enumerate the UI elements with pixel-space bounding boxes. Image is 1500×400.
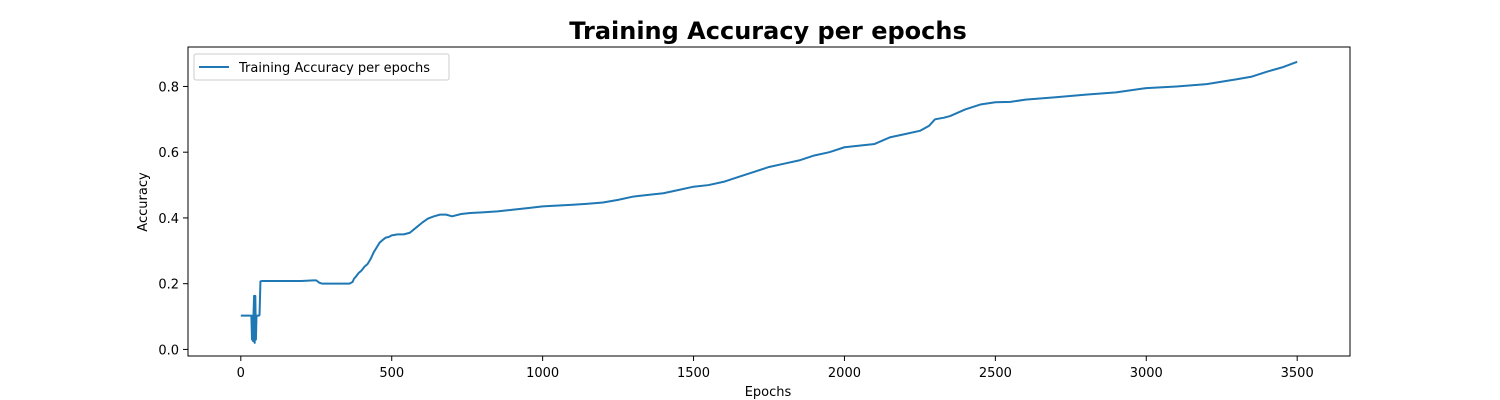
x-tick-label: 1500 <box>677 366 710 381</box>
x-tick-label: 2000 <box>828 366 861 381</box>
legend-box <box>193 53 450 81</box>
series-line-0 <box>240 60 1298 344</box>
y-tick-label: 0.4 <box>158 212 179 227</box>
x-axis: 0 500 1000 1500 2000 2500 3000 3500 <box>237 356 1314 381</box>
x-tick-label: 1000 <box>526 366 559 381</box>
x-tick-label: 500 <box>379 366 404 381</box>
x-tick-label: 3000 <box>1130 366 1163 381</box>
plot-area <box>240 60 1298 344</box>
legend-label: Training Accuracy per epochs <box>238 61 430 76</box>
y-axis-label: Accuracy <box>136 172 151 232</box>
chart-title: Training Accuracy per epochs <box>569 17 967 45</box>
plot-frame <box>187 46 1351 357</box>
x-axis-label: Epochs <box>745 385 792 400</box>
y-tick-label: 0.8 <box>158 80 179 95</box>
y-tick-label: 0.6 <box>158 146 179 161</box>
legend: Training Accuracy per epochs <box>193 53 450 81</box>
y-axis: 0.0 0.2 0.4 0.6 0.8 <box>158 80 188 358</box>
x-tick-label: 2500 <box>979 366 1012 381</box>
x-tick-label: 3500 <box>1281 366 1314 381</box>
x-tick-label: 0 <box>237 366 245 381</box>
y-tick-label: 0.2 <box>158 278 179 293</box>
y-tick-label: 0.0 <box>158 343 179 358</box>
